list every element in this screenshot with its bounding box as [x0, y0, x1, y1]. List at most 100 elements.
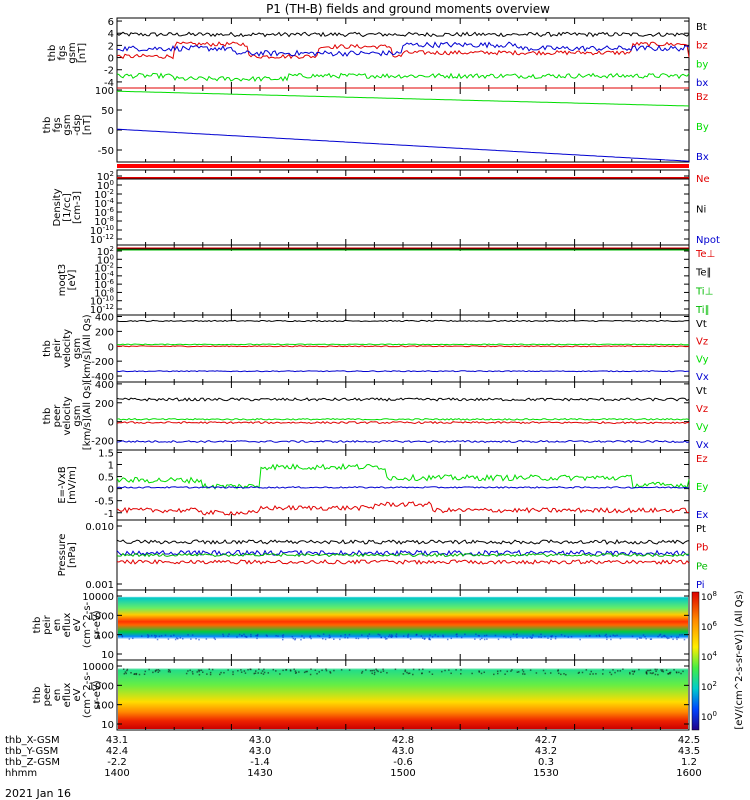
- y-axis-label: -dsp: [72, 114, 83, 136]
- x-tick-label: 1500: [390, 768, 415, 779]
- panel-p2: 100 50 0 -50 thb fgs gsm -dsp [nT] Bz By Bx: [42, 86, 709, 163]
- y-tick-label: -4: [104, 78, 114, 89]
- y-axis-label: moqt3: [57, 264, 68, 297]
- y-axis-label: Density: [52, 188, 63, 226]
- x-tick-label: 1430: [247, 768, 272, 779]
- legend-entry: Pb: [696, 543, 708, 554]
- y-axis-label: [eV]: [67, 270, 78, 291]
- y-tick-label: 10-10: [90, 295, 114, 308]
- y-tick-label: 1000: [89, 681, 114, 692]
- legend-entry: Vx: [696, 440, 709, 451]
- x-tick-label: 43.0: [392, 746, 414, 757]
- y-tick-label: 10-8: [94, 286, 114, 299]
- legend-entry: Ez: [696, 454, 708, 465]
- legend-entry: Bt: [696, 22, 707, 33]
- series-Bt: [116, 31, 690, 38]
- series-bx: [116, 41, 690, 57]
- y-axis-label: sr-eV): [92, 680, 103, 709]
- series-Vy: [116, 343, 690, 346]
- series-Vz: [116, 345, 690, 348]
- y-axis-label: (cm^2-s-: [82, 601, 93, 648]
- x-row-label: thb_Y-GSM: [5, 746, 58, 757]
- panel-frame: [116, 244, 690, 316]
- legend-entry: Npot: [696, 235, 720, 246]
- x-row-label: thb_Z-GSM: [5, 757, 60, 768]
- y-tick-label: -2: [104, 66, 114, 77]
- y-axis-label: (cm^2-s-: [82, 671, 93, 718]
- y-axis-label: en: [52, 619, 63, 632]
- panel-p5: 400 200 0 -200 -400 thb peir velocity gsm [km/s](…: [42, 312, 709, 383]
- y-axis-label: thb: [47, 45, 58, 62]
- y-axis-label: [km/s](All Qs): [82, 314, 93, 382]
- y-tick-label: 0: [108, 418, 114, 429]
- y-tick-label: 1: [108, 460, 114, 471]
- y-tick-label: -400: [91, 372, 114, 383]
- y-tick-label: 0: [108, 126, 114, 137]
- x-tick-label: 43.5: [678, 746, 700, 757]
- y-tick-label: -1: [104, 509, 114, 520]
- y-tick-label: 10-12: [90, 303, 114, 316]
- x-tick-label: 0.3: [538, 757, 554, 768]
- panel-p3: 10210010-210-410-610-810-1010-12Density[…: [52, 169, 720, 246]
- series-Ey: [116, 462, 690, 490]
- y-axis-label: gsm: [67, 42, 78, 63]
- y-tick-label: 0.001: [85, 580, 114, 591]
- legend-entry: Vt: [696, 319, 707, 330]
- y-axis-label: thb: [42, 408, 53, 425]
- series-By: [116, 90, 690, 107]
- y-tick-label: 102: [97, 245, 114, 258]
- series-Vt: [116, 319, 689, 323]
- legend-entry: Ex: [696, 510, 708, 521]
- y-tick-label: 10: [101, 650, 114, 661]
- y-axis-label: en: [52, 689, 63, 702]
- y-tick-label: 10-10: [90, 224, 114, 237]
- y-axis-label: E=-VxB: [57, 466, 68, 503]
- series-Bx: [116, 128, 690, 162]
- legend-entry: Ni: [696, 205, 706, 216]
- y-axis-label: peir: [52, 338, 63, 358]
- y-axis-label: [cm-3]: [72, 191, 83, 224]
- panel-p9: 10000 1000 100 10 thb peir en eflux eV (cm^2-s-sr…: [32, 589, 690, 661]
- y-tick-label: 1.5: [98, 448, 114, 459]
- y-tick-label: 400: [95, 380, 114, 391]
- legend-entry: Vt: [696, 386, 707, 397]
- y-tick-label: 10000: [82, 662, 114, 673]
- legend-entry: Te∥: [695, 268, 712, 279]
- x-row-label: thb_X-GSM: [5, 735, 60, 746]
- legend-entry: Ti⊥: [695, 286, 713, 297]
- x-tick-label: 42.4: [106, 746, 128, 757]
- legend-entry: Ti∥: [695, 305, 710, 316]
- y-axis-label: gsm: [72, 405, 83, 426]
- y-axis-label: [mV/m]: [67, 466, 78, 504]
- y-tick-label: 10: [101, 720, 114, 731]
- legend-entry: Bz: [696, 92, 708, 103]
- y-tick-label: 100: [97, 179, 114, 192]
- x-tick-label: 43.2: [535, 746, 557, 757]
- x-tick-label: 43.0: [249, 735, 271, 746]
- y-axis-label: eflux: [62, 683, 73, 708]
- series-Pb: [116, 558, 690, 565]
- y-tick-label: 100: [97, 253, 114, 266]
- y-tick-label: 10-4: [94, 270, 114, 283]
- y-tick-label: 10-6: [94, 278, 114, 291]
- y-tick-label: 102: [97, 170, 114, 183]
- colorbar-tick: 100: [701, 710, 717, 723]
- spectrogram: [118, 661, 688, 729]
- y-tick-label: 100: [95, 701, 114, 712]
- legend-entry: bz: [696, 41, 708, 52]
- x-row-label: hhmm: [5, 768, 37, 779]
- colorbar: [691, 591, 700, 731]
- series-Pt: [116, 538, 690, 545]
- y-axis-label: [nT]: [77, 43, 88, 63]
- y-axis-label: peir: [42, 614, 53, 634]
- y-axis-label: thb: [32, 687, 43, 704]
- colorbar-tick: 106: [701, 620, 717, 633]
- colorbar-tick: 104: [701, 650, 717, 663]
- series-bz: [116, 41, 690, 60]
- y-axis-label: peer: [52, 404, 63, 428]
- y-axis-label: eflux: [62, 613, 73, 638]
- y-tick-label: 0: [108, 54, 114, 65]
- y-axis-label: Pressure: [57, 534, 68, 577]
